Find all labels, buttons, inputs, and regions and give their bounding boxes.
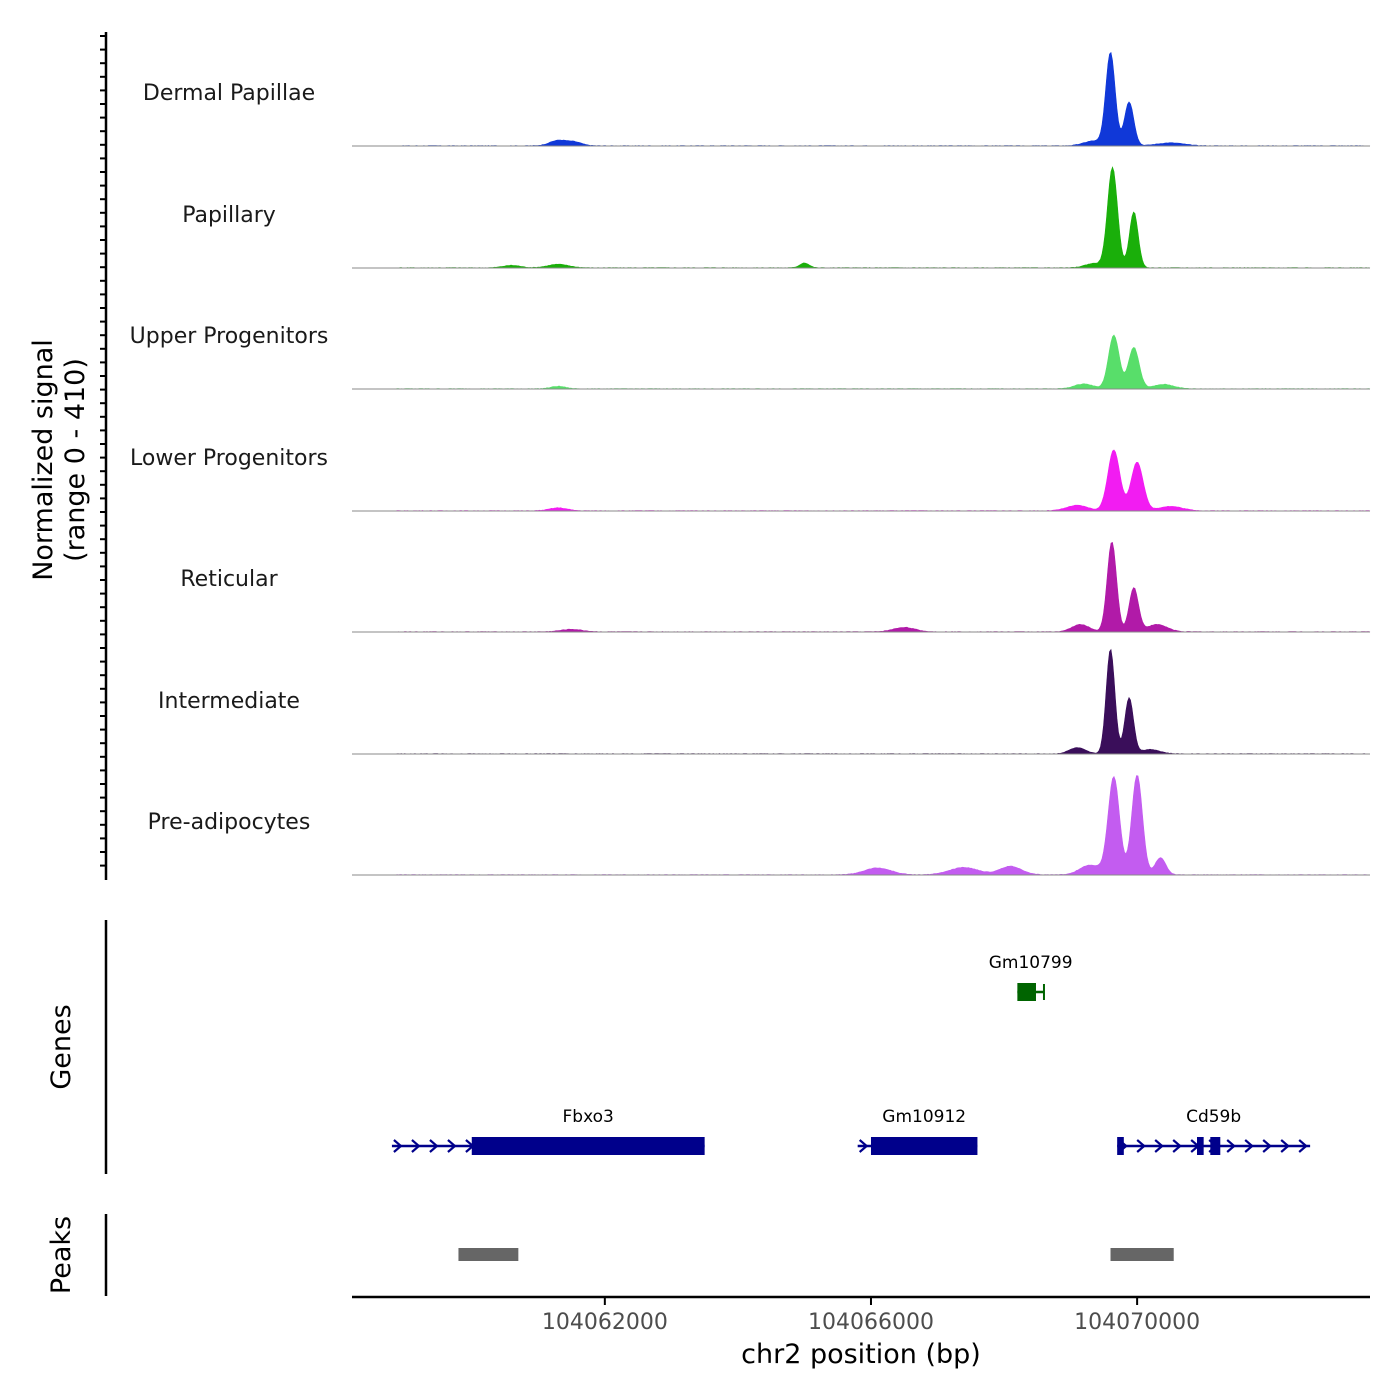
track-label: Reticular [180,567,278,592]
gene-label: Cd59b [1186,1107,1241,1127]
strand-arrow [1154,1139,1164,1153]
coverage-track: Papillary [182,166,1371,269]
gene-body [1117,1137,1311,1155]
gene-body [391,1137,705,1155]
coverage-track: Upper Progenitors [130,324,1371,390]
exon-block [1117,1137,1124,1155]
track-label: Lower Progenitors [130,446,328,471]
exon-block [1017,983,1036,1001]
coverage-area [352,166,1371,269]
x-tick-label: 104066000 [808,1310,934,1335]
gene-body [857,1137,978,1155]
strand-arrow [858,1139,869,1153]
strand-arrow [393,1139,403,1153]
track-label: Dermal Papillae [143,81,315,106]
strand-arrow [1280,1139,1290,1153]
peak-region [458,1248,519,1261]
strand-arrow [1298,1139,1308,1153]
gene-label: Gm10799 [989,953,1073,973]
track-label: Pre-adipocytes [148,810,311,835]
peak-region [1110,1248,1174,1261]
track-label: Intermediate [158,689,300,714]
coverage-y-axis [100,32,108,880]
coverage-area [352,648,1370,755]
genes-panel-title: Genes [46,1004,77,1089]
gene-model: Cd59b [1117,1107,1311,1155]
gene-label: Gm10912 [882,1107,966,1127]
strand-arrow [447,1139,457,1153]
x-tick-label: 104062000 [542,1310,668,1335]
strand-arrow [1136,1139,1146,1153]
strand-arrow [1244,1139,1254,1153]
coverage-area [352,449,1371,512]
strand-arrow [1172,1139,1182,1153]
strand-arrow [411,1139,421,1153]
strand-arrow [1226,1139,1236,1153]
gene-model: Gm10912 [857,1107,978,1155]
gene-label: Fbxo3 [563,1107,614,1127]
coverage-track: Lower Progenitors [130,446,1371,512]
coverage-track: Reticular [180,541,1371,633]
coverage-y-ticks [100,35,106,867]
exon-block [1197,1137,1204,1155]
track-label: Papillary [182,203,276,228]
coverage-area [352,51,1371,147]
strand-arrow [1262,1139,1272,1153]
x-axis-title: chr2 position (bp) [741,1339,981,1370]
coverage-track: Dermal Papillae [143,51,1371,147]
coverage-y-range: (range 0 - 410) [60,358,91,562]
strand-arrow [429,1139,439,1153]
gene-body [1017,983,1045,1001]
coverage-area [352,334,1371,390]
gene-model: Fbxo3 [391,1107,705,1155]
exon-block [870,1137,978,1155]
exon-block [471,1137,705,1155]
x-tick-label: 104070000 [1074,1310,1200,1335]
coverage-area [352,541,1371,633]
coverage-track: Intermediate [158,648,1370,755]
coverage-area [352,775,1371,876]
track-label: Upper Progenitors [130,324,329,349]
exon-block [1210,1137,1221,1155]
coverage-y-title: Normalized signal [28,339,59,581]
gene-model: Gm10799 [989,953,1073,1001]
coverage-track: Pre-adipocytes [148,775,1371,876]
peaks-panel-title: Peaks [46,1216,77,1294]
